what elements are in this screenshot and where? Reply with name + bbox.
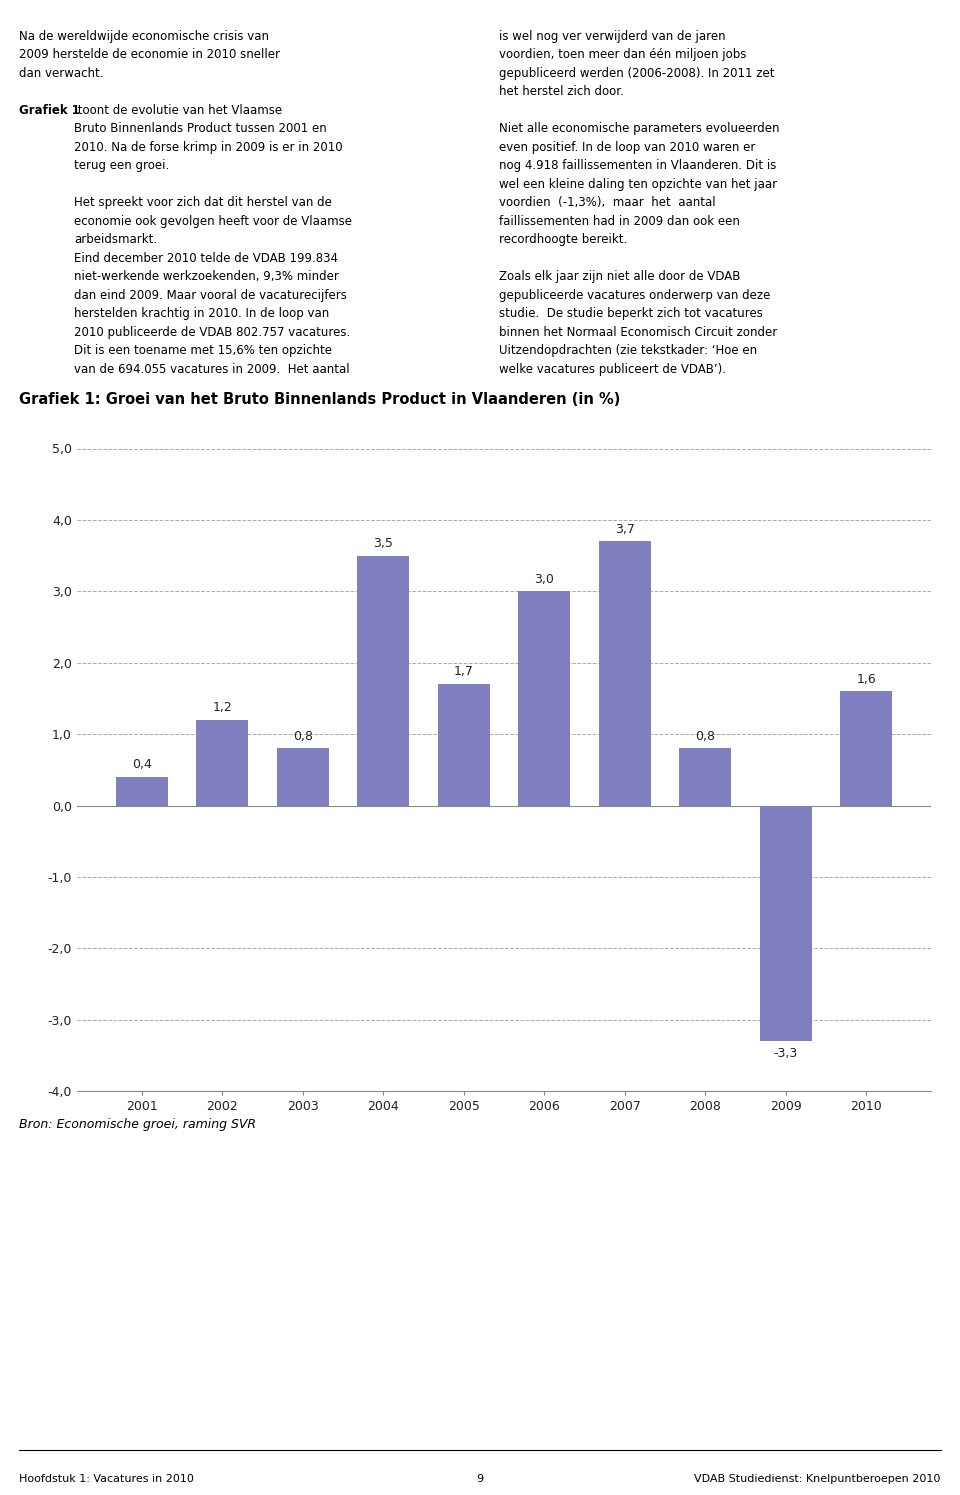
Text: is wel nog ver verwijderd van de jaren
voordien, toen meer dan één miljoen jobs
: is wel nog ver verwijderd van de jaren v… [499, 30, 780, 375]
Bar [438, 685, 490, 806]
Bar [276, 749, 329, 806]
Text: 0,8: 0,8 [695, 730, 715, 743]
Text: Hoofdstuk 1: Vacatures in 2010: Hoofdstuk 1: Vacatures in 2010 [19, 1474, 194, 1483]
Text: Na de wereldwijde economische crisis van
2009 herstelde de economie in 2010 snel: Na de wereldwijde economische crisis van… [19, 30, 280, 117]
Text: 1,6: 1,6 [856, 673, 876, 686]
Bar [357, 556, 409, 806]
Bar [599, 541, 651, 806]
Text: Bron: Economische groei, raming SVR: Bron: Economische groei, raming SVR [19, 1118, 256, 1132]
Text: 3,0: 3,0 [535, 573, 554, 586]
Text: 3,7: 3,7 [614, 523, 635, 535]
Text: 1,2: 1,2 [212, 701, 232, 715]
Text: -3,3: -3,3 [774, 1046, 798, 1060]
Bar [840, 691, 893, 806]
Text: Grafiek 1: Grafiek 1 [19, 105, 80, 117]
Bar [518, 592, 570, 806]
Bar [115, 777, 168, 806]
Text: 3,5: 3,5 [373, 537, 394, 550]
Text: 1,7: 1,7 [454, 665, 473, 679]
Bar [196, 721, 249, 806]
Text: Grafiek 1: Groei van het Bruto Binnenlands Product in Vlaanderen (in %): Grafiek 1: Groei van het Bruto Binnenlan… [19, 392, 620, 408]
Text: 0,4: 0,4 [132, 758, 152, 771]
Bar [759, 806, 812, 1042]
Text: 0,8: 0,8 [293, 730, 313, 743]
Text: 9: 9 [476, 1474, 484, 1483]
Text: toont de evolutie van het Vlaamse
Bruto Binnenlands Product tussen 2001 en
2010.: toont de evolutie van het Vlaamse Bruto … [74, 105, 352, 375]
Bar [679, 749, 732, 806]
Text: VDAB Studiedienst: Knelpuntberoepen 2010: VDAB Studiedienst: Knelpuntberoepen 2010 [694, 1474, 941, 1483]
